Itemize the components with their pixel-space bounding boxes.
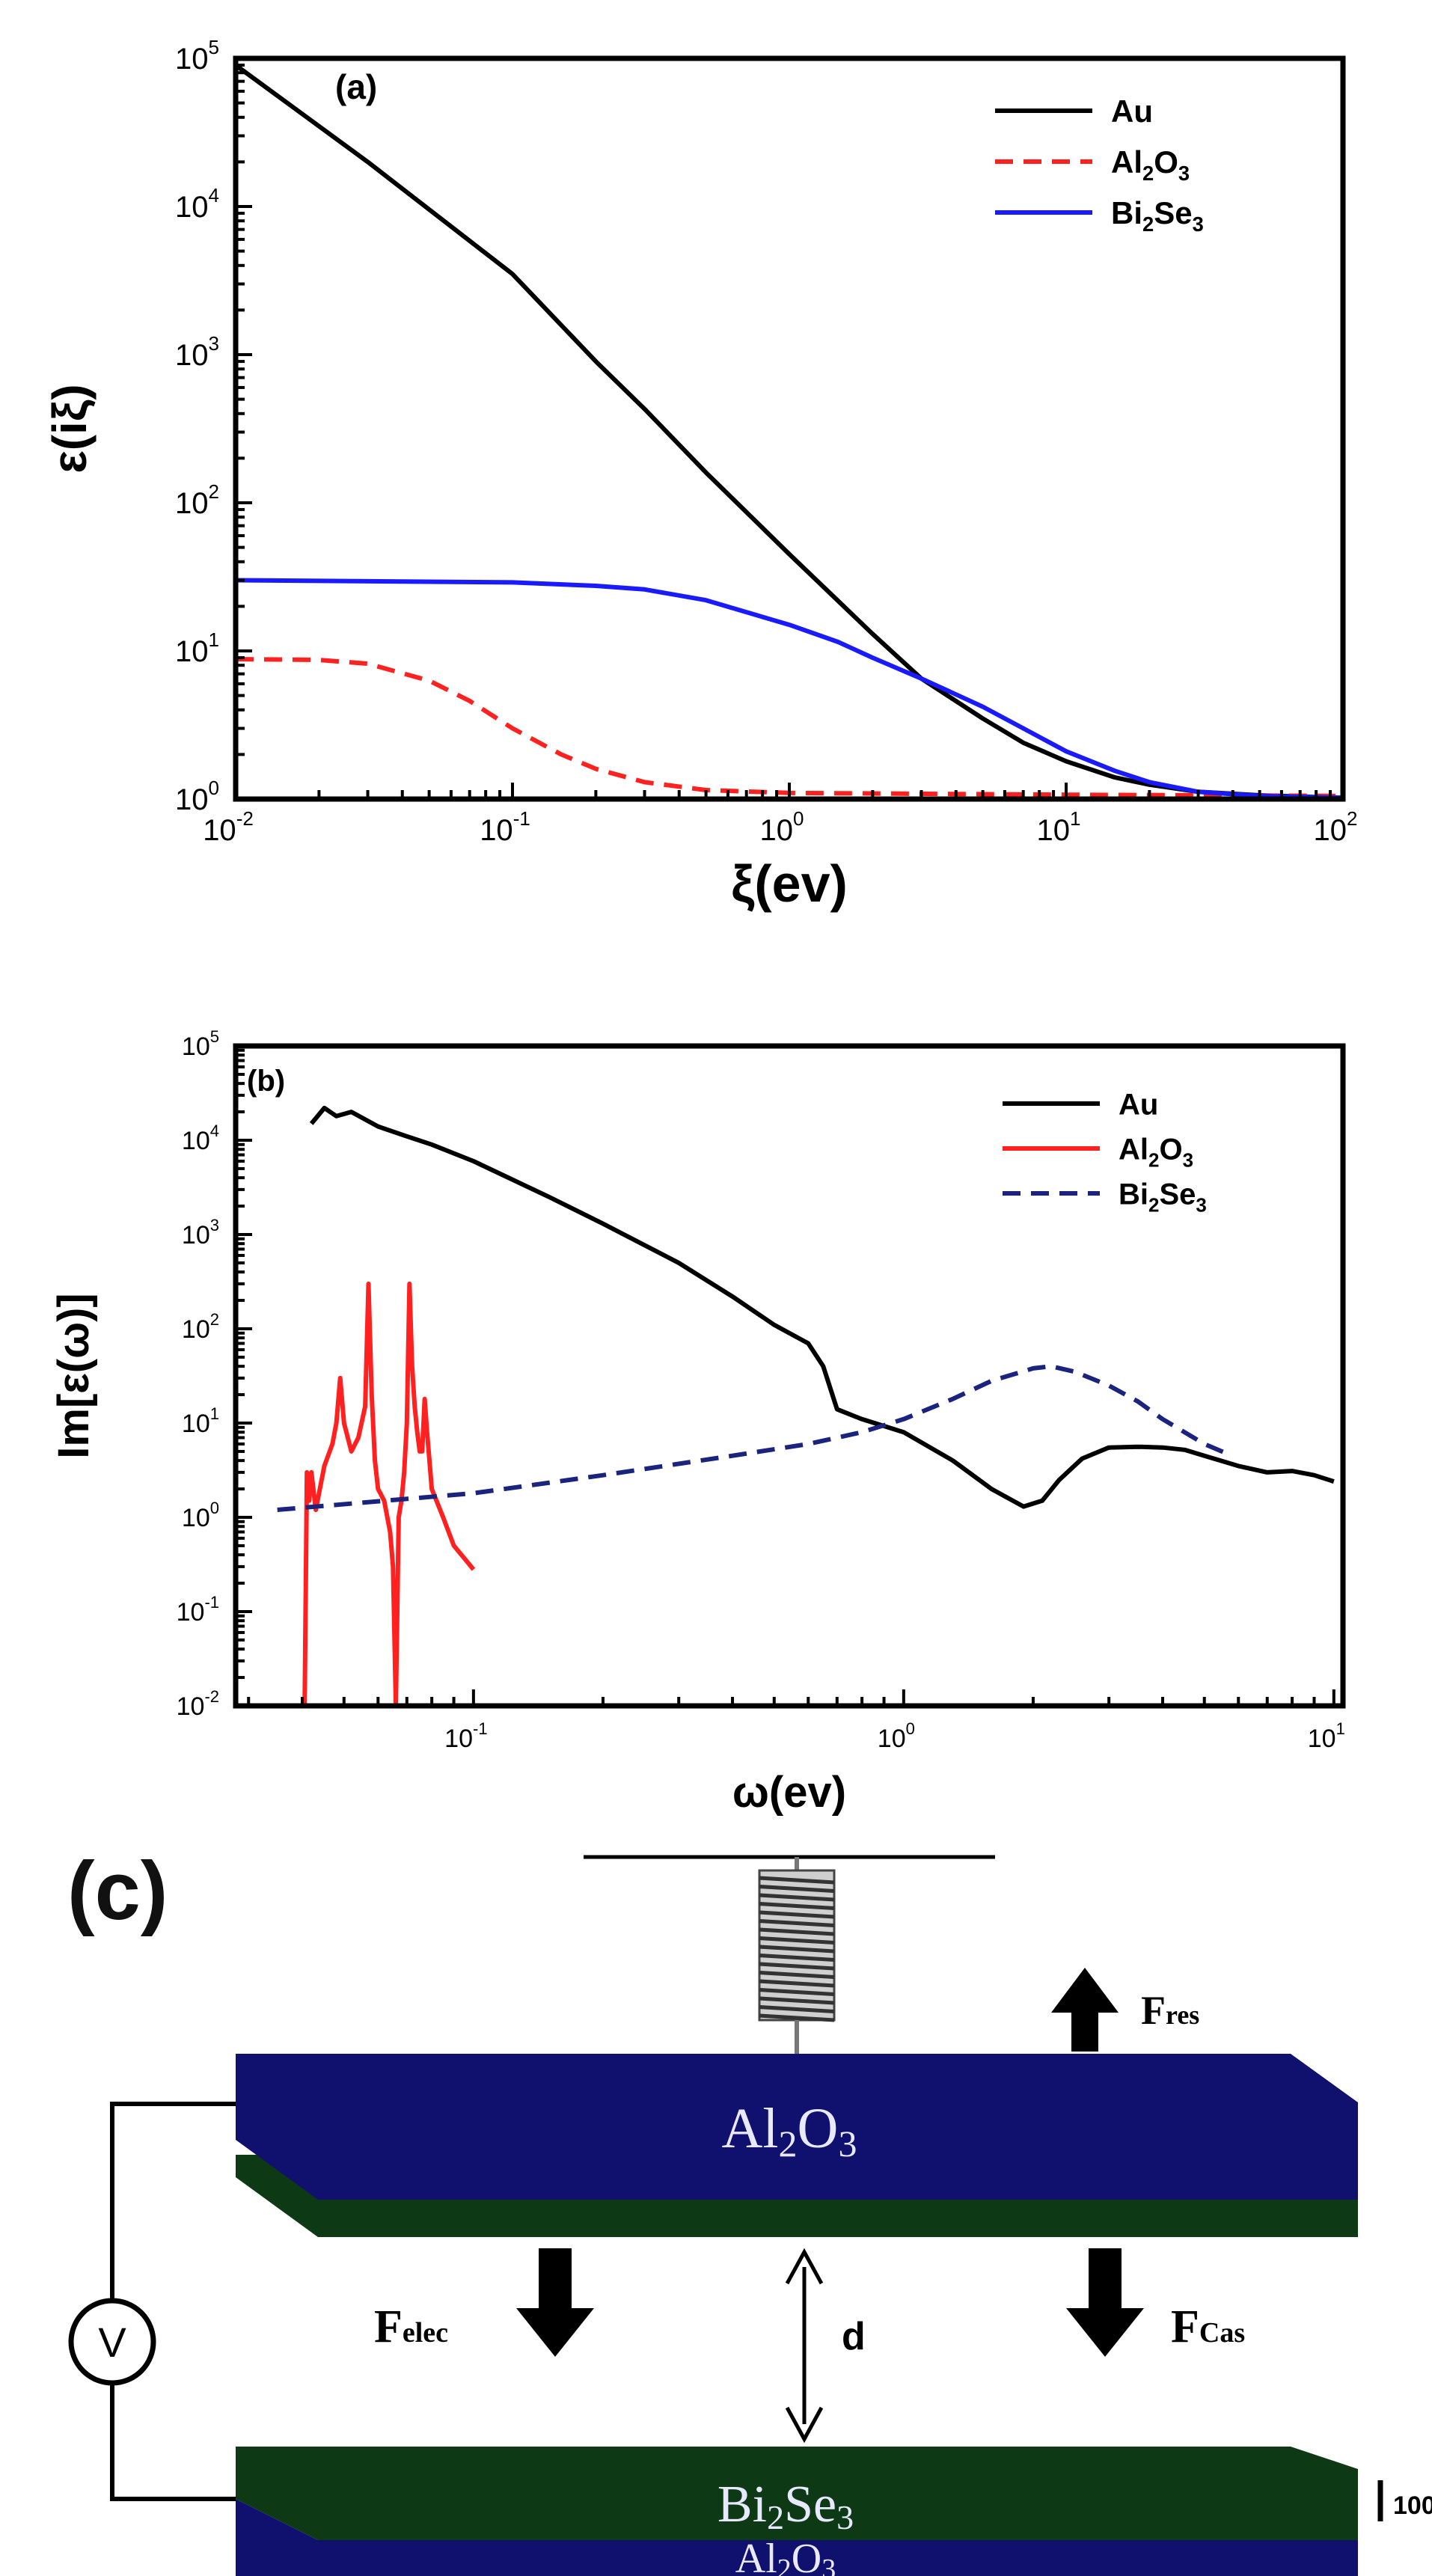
voltmeter-icon — [68, 2298, 156, 2386]
x-tick-label: 100 — [760, 807, 804, 847]
gap-double-arrow-icon — [785, 2248, 824, 2444]
series-line-al2o3 — [302, 1281, 476, 1706]
chart-panel-b: 10-1 100 101 10-2 10-1 100 101 102 103 104 105 ω(ev… — [49, 1027, 1346, 1817]
voltmeter-label: V — [98, 2319, 126, 2366]
legend-label: Au — [1119, 1088, 1158, 1121]
y-tick-label: 103 — [175, 332, 219, 372]
legend-label: Au — [1111, 94, 1153, 129]
y-tick-label: 10-1 — [177, 1593, 219, 1627]
panel-label: (b) — [247, 1065, 285, 1098]
scale-bar-label: 100 nm — [1393, 2491, 1432, 2520]
x-axis-label: ξ(ev) — [731, 854, 848, 913]
y-axis-label: ε(iξ) — [43, 384, 97, 473]
legend-label: Bi2Se3 — [1119, 1178, 1207, 1216]
bottom-film-layer — [236, 2447, 1358, 2540]
bottom-film-label: Bi2Se3 — [717, 2476, 854, 2536]
x-tick-label: 100 — [878, 1719, 915, 1753]
force-res-label: Fres — [1141, 1988, 1199, 2033]
legend-label: Bi2Se3 — [1111, 195, 1204, 236]
y-axis-label: Im[ε(ω)] — [49, 1293, 98, 1458]
force-cas-label: FCas — [1171, 2301, 1245, 2352]
circuit-wire-bottom — [110, 2383, 236, 2501]
y-tick-label: 104 — [182, 1122, 219, 1155]
legend-label: Al2O3 — [1119, 1133, 1193, 1171]
top-plate — [236, 2054, 1358, 2200]
x-tick-label: 10-1 — [480, 807, 530, 847]
gap-label: d — [842, 2315, 866, 2358]
diagram-panel-c: (c) Fres Al2O3 Felec FCas d — [67, 1845, 1432, 2576]
bottom-plate-label: Al2O3 — [735, 2536, 836, 2576]
y-tick-label: 101 — [182, 1404, 219, 1438]
y-tick-label: 103 — [182, 1216, 219, 1249]
y-tick-label: 104 — [175, 184, 219, 224]
x-tick-label: 10-2 — [203, 807, 254, 847]
x-tick-label: 101 — [1037, 807, 1081, 847]
x-tick-label: 102 — [1314, 807, 1358, 847]
panel-label: (a) — [335, 67, 377, 106]
y-tick-label: 105 — [182, 1027, 219, 1061]
y-tick-label: 10-2 — [177, 1687, 219, 1721]
panel-label-c: (c) — [67, 1845, 168, 1937]
y-tick-label: 102 — [175, 480, 219, 520]
series-line-al2o3 — [236, 657, 1343, 798]
plot-frame — [233, 1043, 1346, 1709]
top-plate-label: Al2O3 — [722, 2097, 857, 2164]
force-elec-arrow-icon — [516, 2248, 594, 2357]
force-res-arrow-icon — [1051, 1968, 1119, 2052]
y-tick-label: 100 — [175, 777, 219, 816]
series-line-au — [309, 1105, 1335, 1509]
force-cas-arrow-icon — [1066, 2248, 1144, 2357]
force-elec-label: Felec — [374, 2301, 448, 2352]
y-tick-label: 100 — [182, 1499, 219, 1532]
x-tick-label: 10-1 — [444, 1719, 487, 1753]
y-tick-label: 101 — [175, 628, 219, 668]
spring-icon — [758, 1857, 836, 2054]
series-line-bi2se3 — [236, 578, 1343, 799]
legend-label: Al2O3 — [1111, 144, 1190, 185]
circuit-wire-top — [110, 2102, 236, 2301]
bottom-plate — [236, 2499, 1358, 2576]
chart-panel-a: 10-2 10-1 100 101 102 100 101 102 103 104 105 ξ(ev)… — [43, 36, 1357, 913]
y-tick-label: 102 — [182, 1310, 219, 1344]
x-tick-label: 101 — [1308, 1719, 1345, 1753]
x-axis-label: ω(ev) — [732, 1768, 846, 1817]
y-tick-label: 105 — [175, 36, 219, 76]
series-line-bi2se3 — [277, 1364, 1233, 1512]
